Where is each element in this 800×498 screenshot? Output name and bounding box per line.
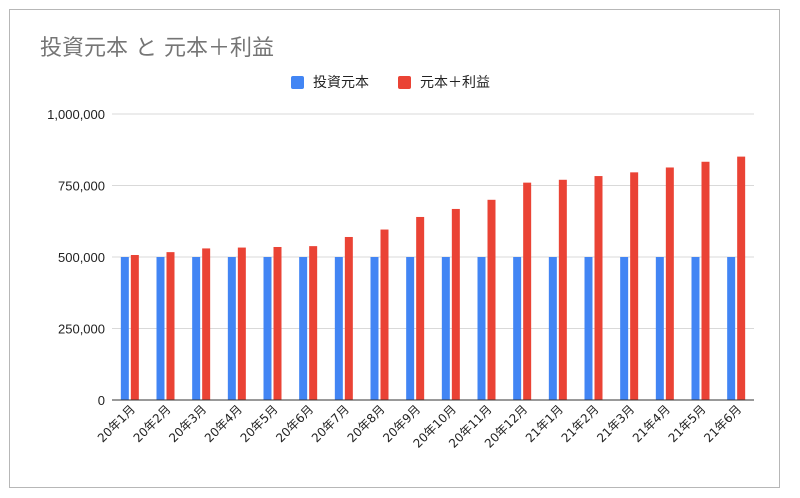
bar-principal [477, 257, 486, 400]
bar-principal-plus-profit [416, 216, 425, 400]
chart-frame [9, 9, 780, 488]
x-tick-label: 20年5月 [238, 402, 281, 445]
x-tick-label: 21年2月 [559, 402, 602, 445]
bar-principal [263, 257, 272, 400]
bar-principal [513, 257, 522, 400]
bar-principal-plus-profit [665, 167, 674, 400]
bar-principal-plus-profit [558, 179, 567, 400]
bar-principal-plus-profit [523, 182, 532, 400]
chart-title: 投資元本 と 元本＋利益 [40, 36, 274, 61]
bar-principal [406, 257, 415, 400]
y-tick-label: 1,000,000 [47, 107, 105, 122]
bar-principal-plus-profit [701, 161, 710, 400]
bar-principal [370, 257, 379, 400]
bar-principal-plus-profit [487, 199, 496, 400]
x-tick-label: 20年6月 [273, 402, 316, 445]
legend-label-principal: 投資元本 [313, 75, 369, 91]
bar-principal-plus-profit [451, 208, 460, 400]
bar-principal [156, 257, 165, 400]
bar-principal [299, 257, 308, 400]
bar-principal-plus-profit [309, 246, 318, 400]
x-tick-label: 21年4月 [630, 402, 673, 445]
x-tick-label: 21年6月 [701, 402, 744, 445]
y-tick-label: 0 [98, 393, 105, 408]
bar-principal-plus-profit [344, 236, 353, 400]
bar-principal-plus-profit [594, 176, 603, 400]
bar-principal-plus-profit [166, 252, 175, 400]
x-tick-label: 21年3月 [594, 402, 637, 445]
bar-principal [655, 257, 664, 400]
x-tick-label: 21年1月 [523, 402, 566, 445]
bar-principal [727, 257, 736, 400]
legend-swatch-principal-plus-profit [398, 76, 411, 89]
x-tick-label: 20年7月 [309, 402, 352, 445]
bar-principal-plus-profit [737, 156, 746, 400]
bar-principal [584, 257, 593, 400]
bar-principal [548, 257, 557, 400]
bar-principal-plus-profit [130, 254, 139, 400]
bar-principal-plus-profit [630, 172, 639, 400]
bar-principal [620, 257, 629, 400]
bar-principal [334, 257, 343, 400]
x-tick-label: 20年3月 [166, 402, 209, 445]
x-tick-label: 20年4月 [202, 402, 245, 445]
bar-principal-plus-profit [273, 246, 282, 400]
bar-principal [691, 257, 700, 400]
y-tick-label: 250,000 [58, 322, 105, 337]
bar-principal [227, 257, 236, 400]
x-tick-label: 20年2月 [131, 402, 174, 445]
y-tick-label: 750,000 [58, 179, 105, 194]
bar-principal [192, 257, 201, 400]
bar-principal-plus-profit [237, 247, 246, 400]
bar-principal-plus-profit [380, 229, 389, 400]
bar-principal [441, 257, 450, 400]
legend-swatch-principal [291, 76, 304, 89]
legend-label-principal-plus-profit: 元本＋利益 [420, 75, 490, 91]
bar-principal-plus-profit [202, 248, 211, 400]
x-tick-label: 20年1月 [95, 402, 138, 445]
x-tick-label: 21年5月 [666, 402, 709, 445]
bar-principal [120, 257, 129, 400]
x-tick-label: 20年8月 [345, 402, 388, 445]
y-tick-label: 500,000 [58, 250, 105, 265]
